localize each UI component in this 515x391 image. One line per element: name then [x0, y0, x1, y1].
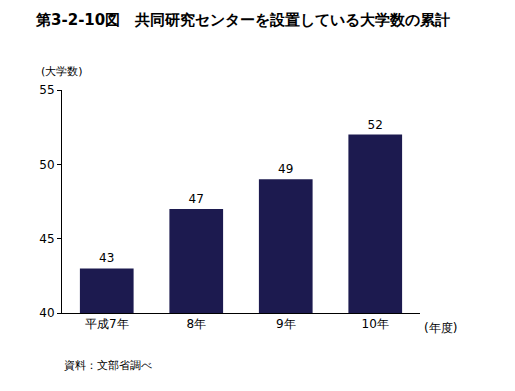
- svg-text:55: 55: [39, 83, 54, 97]
- svg-text:(大学数): (大学数): [41, 65, 83, 78]
- svg-text:資料：文部省調べ: 資料：文部省調べ: [64, 359, 152, 372]
- svg-text:52: 52: [368, 118, 383, 132]
- svg-text:40: 40: [39, 306, 54, 320]
- svg-text:(年度): (年度): [424, 321, 457, 335]
- svg-text:第3-2-10図 共同研究センターを設置している大学数の累計: 第3-2-10図 共同研究センターを設置している大学数の累計: [35, 11, 450, 29]
- svg-text:平成7年: 平成7年: [85, 317, 129, 331]
- svg-text:49: 49: [278, 162, 293, 176]
- svg-text:43: 43: [99, 251, 114, 265]
- svg-text:47: 47: [189, 192, 204, 206]
- svg-text:10年: 10年: [362, 317, 389, 331]
- svg-text:9年: 9年: [276, 317, 296, 331]
- svg-text:45: 45: [39, 232, 54, 246]
- svg-text:50: 50: [39, 158, 54, 172]
- svg-text:8年: 8年: [186, 317, 206, 331]
